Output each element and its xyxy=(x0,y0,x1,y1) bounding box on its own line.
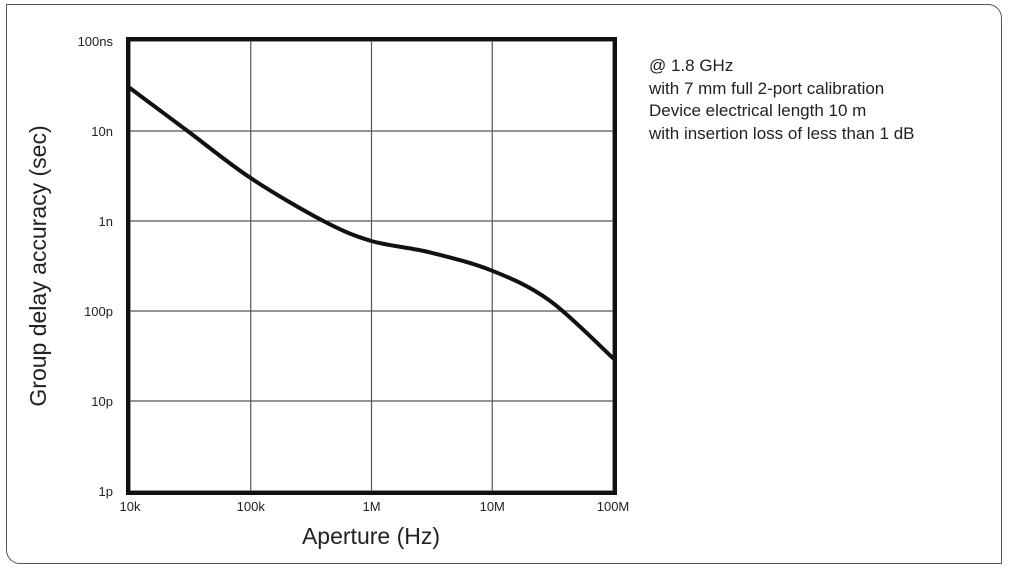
y-axis-label: Group delay accuracy (sec) xyxy=(25,125,51,406)
x-tick-label: 100k xyxy=(237,499,266,514)
data-series xyxy=(128,86,615,361)
figure-frame xyxy=(6,4,1002,564)
series-line xyxy=(128,86,615,361)
x-tick-label: 10k xyxy=(120,499,141,514)
y-tick-label: 100p xyxy=(84,304,113,319)
note-insertion-loss: with insertion loss of less than 1 dB xyxy=(649,123,915,143)
note-calibration: with 7 mm full 2-port calibration xyxy=(649,78,885,98)
note-electrical-length: Device electrical length 10 m xyxy=(649,101,867,120)
grid-lines xyxy=(129,40,614,492)
y-tick-label: 10p xyxy=(91,394,113,409)
x-tick-label: 10M xyxy=(480,499,505,514)
chart-annotation-notes: @ 1.8 GHz with 7 mm full 2-port calibrat… xyxy=(649,55,915,145)
y-tick-label: 100ns xyxy=(78,34,114,49)
y-tick-label: 1n xyxy=(99,214,113,229)
plot-area-border xyxy=(126,37,617,495)
y-tick-labels: 100ns 10n 1n 100p 10p 1p xyxy=(78,34,114,499)
y-tick-label: 1p xyxy=(99,484,113,499)
x-tick-labels: 10k 100k 1M 10M 100M xyxy=(120,499,630,514)
x-axis-label: Aperture (Hz) xyxy=(302,523,440,549)
note-frequency: @ 1.8 GHz xyxy=(649,56,734,75)
y-tick-label: 10n xyxy=(91,124,113,139)
x-tick-label: 100M xyxy=(597,499,630,514)
x-tick-label: 1M xyxy=(362,499,380,514)
